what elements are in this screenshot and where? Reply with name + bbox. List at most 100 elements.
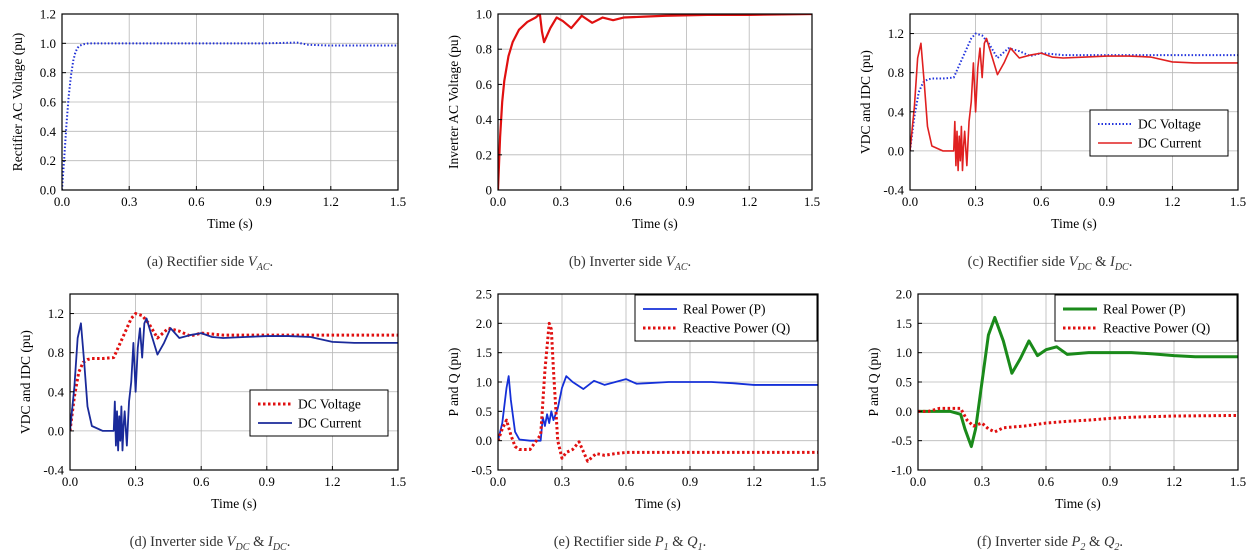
plot-f: 0.0 0.3 0.6 0.9 1.2 1.5 -1.0 -0.5 0.0 0.5 1.0 1.5 2.… (866, 287, 1246, 512)
caption-b: (b) Inverter side VAC. (420, 254, 840, 273)
x-axis-label: Time (s) (211, 496, 257, 511)
caption-prefix: (b) Inverter side (568, 254, 666, 270)
x-tick-label: 1.2 (1166, 474, 1182, 489)
caption-prefix: (d) Inverter side (129, 534, 227, 550)
x-tick-label: 0.9 (255, 194, 271, 209)
caption-prefix: (e) Rectifier side (553, 534, 655, 550)
y-tick-label: 2.5 (476, 287, 492, 302)
panel-d: 0.0 0.3 0.6 0.9 1.2 1.5 -0.4 0.0 0.4 0.8 1.2 Time (… (0, 280, 420, 560)
y-tick-label: 1.0 (896, 345, 912, 360)
y-axis-label: P and Q (pu) (446, 348, 461, 417)
x-tick-label: 0.6 (1033, 194, 1050, 209)
x-tick-label: 1.2 (1164, 194, 1180, 209)
y-tick-label: 0.0 (888, 143, 904, 158)
caption-symbol: P1 (654, 534, 669, 553)
x-tick-label: 0.3 (127, 474, 143, 489)
panel-f: 0.0 0.3 0.6 0.9 1.2 1.5 -1.0 -0.5 0.0 0.5 1.0 1.5 2.… (840, 280, 1260, 560)
caption-suffix: . (286, 534, 291, 550)
x-tick-label: 0.3 (554, 474, 570, 489)
y-tick-label: 0.0 (48, 423, 64, 438)
caption-mid: & (1091, 254, 1110, 270)
y-tick-label: 0.4 (888, 104, 905, 119)
x-tick-label: 0.9 (259, 474, 275, 489)
y-tick-label: 0.8 (48, 345, 64, 360)
caption-d: (d) Inverter side VDC & IDC. (0, 534, 420, 553)
caption-symbol: VAC (247, 254, 270, 273)
series-line-1 (918, 315, 1238, 449)
series-line-2 (910, 37, 1238, 172)
series-group (62, 41, 398, 190)
y-tick-label: 2.0 (896, 287, 912, 302)
legend-box (1089, 109, 1229, 157)
y-tick-label: -0.4 (883, 183, 904, 198)
caption-prefix: (f) Inverter side (976, 534, 1072, 550)
caption-suffix: . (269, 254, 274, 270)
caption-suffix: . (687, 254, 692, 270)
legend-label: Reactive Power (Q) (683, 321, 790, 336)
caption-suffix: . (1119, 534, 1124, 550)
y-axis-label: Inverter AC Voltage (pu) (446, 35, 461, 169)
grid (498, 14, 812, 190)
caption-symbol: IDC (267, 534, 287, 553)
x-tick-label: 0.3 (121, 194, 137, 209)
x-tick-label: 0.9 (1099, 194, 1115, 209)
y-tick-label: 2.0 (476, 316, 492, 331)
series-line-1 (498, 14, 812, 190)
y-tick-label: 1.0 (476, 7, 492, 22)
panel-a: 0.0 0.3 0.6 0.9 1.2 1.5 0.0 0.2 0.4 0.6 0.8 1.0 1.2 T… (0, 0, 420, 280)
plot-e: 0.0 0.3 0.6 0.9 1.2 1.5-0.50.00.51.01.52.02.5… (446, 287, 826, 512)
legend: Real Power (P) Reactive Power (Q) (634, 294, 818, 342)
legend-box (1054, 294, 1238, 342)
series-line-1 (910, 32, 1238, 152)
caption-a: (a) Rectifier side VAC. (0, 254, 420, 273)
series-group (498, 14, 812, 190)
y-tick-label: 1.0 (40, 36, 56, 51)
series-group (910, 32, 1238, 172)
x-tick-label: 1.5 (810, 474, 826, 489)
legend-box (249, 389, 389, 437)
panel-c: 0.0 0.3 0.6 0.9 1.2 1.5 -0.4 0.0 0.4 0.8 1.2 Time (… (840, 0, 1260, 280)
caption-symbol: Q2 (1103, 534, 1120, 553)
y-tick-label: 0.0 (40, 183, 56, 198)
legend-label: DC Current (1138, 136, 1202, 151)
x-tick-label: 0.0 (910, 474, 926, 489)
y-tick-label: 1.5 (476, 345, 492, 360)
y-tick-label: -0.4 (43, 463, 64, 478)
x-tick-label: 0.6 (618, 474, 635, 489)
grid (62, 14, 398, 190)
x-tick-label: 0.3 (974, 474, 990, 489)
x-tick-label: 1.5 (1230, 474, 1246, 489)
x-axis-label: Time (s) (632, 216, 678, 231)
legend-label: Real Power (P) (683, 302, 765, 317)
caption-mid: & (1085, 534, 1104, 550)
plot-frame (497, 13, 813, 191)
legend-label: DC Current (298, 416, 362, 431)
y-tick-label: 1.2 (888, 26, 904, 41)
caption-prefix: (a) Rectifier side (146, 254, 248, 270)
series-line-2 (70, 317, 398, 452)
x-tick-label: 1.2 (741, 194, 757, 209)
y-tick-label: 0.8 (476, 42, 492, 57)
legend: Real Power (P) Reactive Power (Q) (1054, 294, 1238, 342)
x-tick-label: 0.9 (682, 474, 698, 489)
x-tick-label: 1.5 (390, 194, 406, 209)
y-tick-label: 0.0 (896, 404, 912, 419)
x-tick-label: 0.3 (967, 194, 983, 209)
y-tick-label: 0 (486, 183, 493, 198)
x-tick-label: 0.6 (188, 194, 205, 209)
series-group (918, 315, 1238, 449)
caption-symbol: P2 (1071, 534, 1086, 553)
y-tick-label: -0.5 (471, 463, 492, 478)
x-axis-label: Time (s) (207, 216, 253, 231)
caption-e: (e) Rectifier side P1 & Q1. (420, 534, 840, 553)
caption-symbol: VDC (1068, 254, 1092, 273)
series-line-1 (70, 312, 398, 432)
series-line-2 (918, 406, 1238, 434)
y-tick-label: 0.6 (476, 77, 493, 92)
series-group (70, 312, 398, 452)
y-tick-label: 1.2 (40, 7, 56, 22)
plot-frame (909, 13, 1239, 191)
x-tick-label: 0.6 (1038, 474, 1055, 489)
